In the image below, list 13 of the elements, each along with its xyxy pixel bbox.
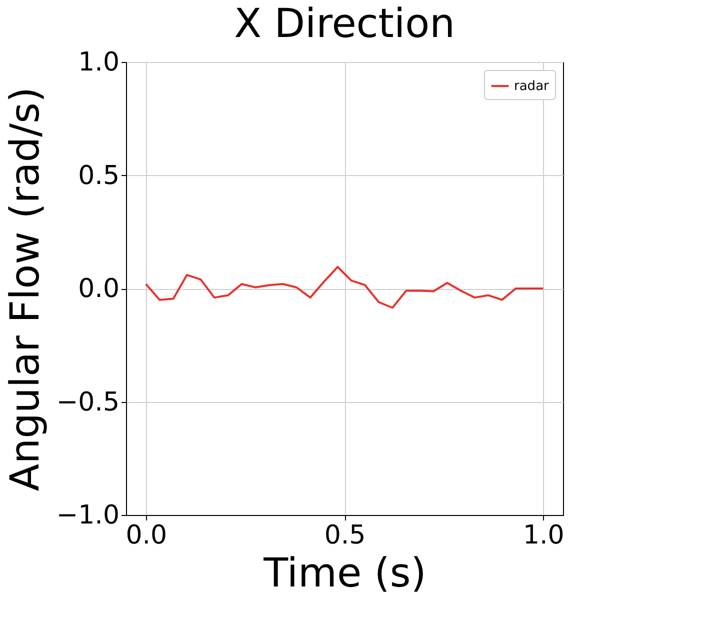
chart-title: X Direction (234, 1, 455, 47)
x-tick-label: 1.0 (522, 520, 564, 550)
x-tick-label: 0.0 (126, 520, 168, 550)
x-tick-label: 0.5 (324, 520, 366, 550)
y-tick-label: −0.5 (56, 387, 120, 418)
y-tick-label: 0.5 (78, 160, 120, 191)
y-tick-label: 0.0 (78, 274, 120, 304)
x-axis-title: Time (s) (262, 550, 426, 596)
legend-label: radar (514, 79, 550, 94)
y-axis-title: Angular Flow (rad/s) (2, 86, 48, 492)
line-series (144, 266, 544, 309)
y-tick-label: −1.0 (56, 500, 120, 530)
y-tick-label: 1.0 (78, 48, 120, 78)
